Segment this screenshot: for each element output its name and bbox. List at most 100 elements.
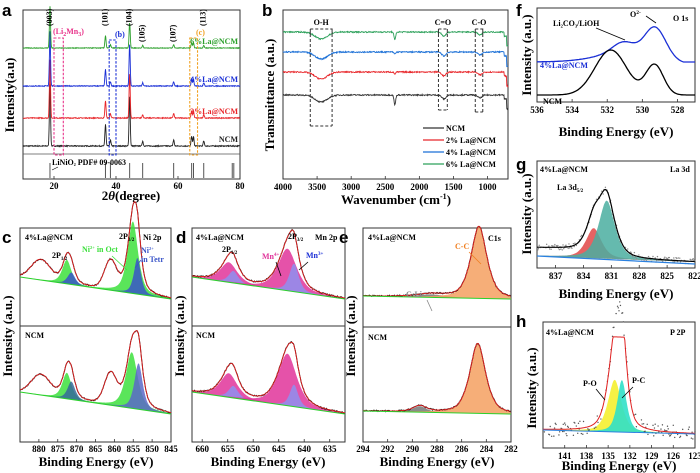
panel-e-title: C1s [488,234,501,243]
o1s-x-tick-label: 532 [600,105,614,115]
la3d-data-point [633,251,636,254]
p2p-data-point [644,430,646,432]
xps-e-x-tick-label: 282 [504,444,518,454]
la3d-data-point [600,190,603,192]
xps-c-raw-data [19,329,172,414]
panel-d-frame [191,227,346,443]
panel-f-o1s: 536 534 532 530 528 O 1s Li2CO3/LiOH O2- 4%L… [519,7,696,139]
p2p-data-point [558,434,560,436]
la3d-data-point [679,257,681,259]
xps-e-x-tick-label: 286 [455,444,469,454]
p2p-x-tick-label: 141 [558,451,572,461]
o1s-x-tick-label: 534 [565,105,579,115]
p2p-data-point [661,424,664,426]
p2p-data-point [587,428,589,430]
p2p-data-point [666,430,668,432]
p2p-data-point [679,435,682,438]
panel-g-la3d: 837 834 831 828 825 822 4%La@NCM La 3d La 3d5… [519,160,700,301]
la3d-data-point [673,257,675,259]
xps-e-component-cc [363,226,511,299]
panel-f-li2co3-arrow [595,27,626,41]
la3d-data-point [571,247,573,250]
panel-b-frame [282,9,509,180]
la3d-data-point [537,249,539,251]
xps-d-x-tick-label: 655 [221,444,235,454]
panel-letter-b: b [262,1,272,20]
la3d-data-point [550,248,552,250]
p2p-data-point [564,422,566,424]
panel-h-pc-label: P-C [632,376,646,385]
la3d-data-point [604,186,607,189]
xrd-ref-arrow [51,166,59,171]
la3d-data-point [661,260,664,262]
panel-d-mn3-label: Mn3+ [306,251,324,260]
panel-d-mn3-arrow [298,261,309,271]
p2p-data-point [616,305,619,307]
panel-d-mn2p: 660 655 650 645 640 635 4%La@NCM NCM Mn 2p 2P… [172,227,346,469]
la3d-data-point [656,255,659,258]
o1s-x-tick-label: 536 [530,105,544,115]
p2p-data-point [562,423,564,426]
p2p-x-tick-label: 138 [580,451,594,461]
la3d-x-tick-label: 831 [605,271,619,281]
p2p-data-point [667,428,669,430]
xps-e-x-tick-label: 294 [356,444,370,454]
la3d-data-point [679,261,682,263]
la3d-data-point [668,256,671,259]
la3d-data-point [574,242,576,244]
la3d-fit-envelope [537,188,695,263]
la3d-data-point [667,258,669,260]
panel-h-xlabel: Binding Energy (eV) [562,458,677,473]
p2p-data-point [672,424,674,426]
panel-e-cc-label: C-C [455,242,469,251]
la3d-data-point [565,244,567,246]
la3d-data-point [580,234,583,237]
xrd-box-(c) [189,37,199,156]
xps-e-fit-envelope [363,342,511,412]
ftir-legend-label: 4% La@NCM [446,148,496,157]
la3d-data-point [624,246,627,249]
xps-c-x-tick-label: 880 [32,444,46,454]
p2p-data-point [586,432,588,435]
panel-a-li2mn3-label: (Li2Mn3) [53,27,84,38]
p2p-component-p-c [543,380,695,434]
p2p-data-point [618,310,620,312]
ftir-series-line-NCM [282,92,509,111]
panel-g-ylabel: Intensity (a.u.) [519,173,534,254]
panel-f-frame [536,7,696,103]
panel-c-tetr-label-1: Ni2+ [141,246,154,255]
p2p-data-point [654,423,656,425]
ftir-x-tick-label: 3000 [342,182,361,192]
p2p-data-point [690,437,693,439]
la3d-data-point [580,235,582,238]
la3d-data-point [641,259,643,261]
la3d-x-tick-label: 825 [660,271,674,281]
p2p-data-point [580,432,583,435]
panel-e-sample-top: 4%La@NCM [368,233,416,242]
panel-g-title: La 3d [670,165,690,174]
xrd-series-line-NCM [22,84,241,148]
la3d-data-point [568,243,570,245]
xrd-series-line-6%La@NCM [22,6,241,50]
la3d-x-tick-label: 834 [577,271,591,281]
xps-e-x-tick-label: 290 [406,444,420,454]
la3d-data-point [558,248,561,251]
xps-c-x-tick-label: 870 [70,444,84,454]
p2p-background [542,429,696,435]
p2p-data-point [564,424,567,426]
p2p-data-point [662,434,664,437]
xrd-series-label: 6%La@NCM [190,37,238,46]
xrd-series-line-4%La@NCM [22,31,241,88]
panel-b-ylabel: Transmittance (a.u.) [262,39,277,152]
panel-f-ylabel: Intensity (a.u.) [519,14,534,95]
xps-c-component-tetr [20,258,171,299]
ftir-x-tick-label: 2500 [376,182,395,192]
p2p-data-point [623,334,625,336]
p2p-data-point [622,321,625,323]
xps-e-component-cc [363,343,511,414]
panel-c-ylabel: Intensity (a.u.) [0,295,15,376]
p2p-data-point [679,436,681,439]
p2p-data-point [691,431,693,433]
la3d-component-1 [537,228,695,262]
xrd-box-(b) [108,39,117,156]
